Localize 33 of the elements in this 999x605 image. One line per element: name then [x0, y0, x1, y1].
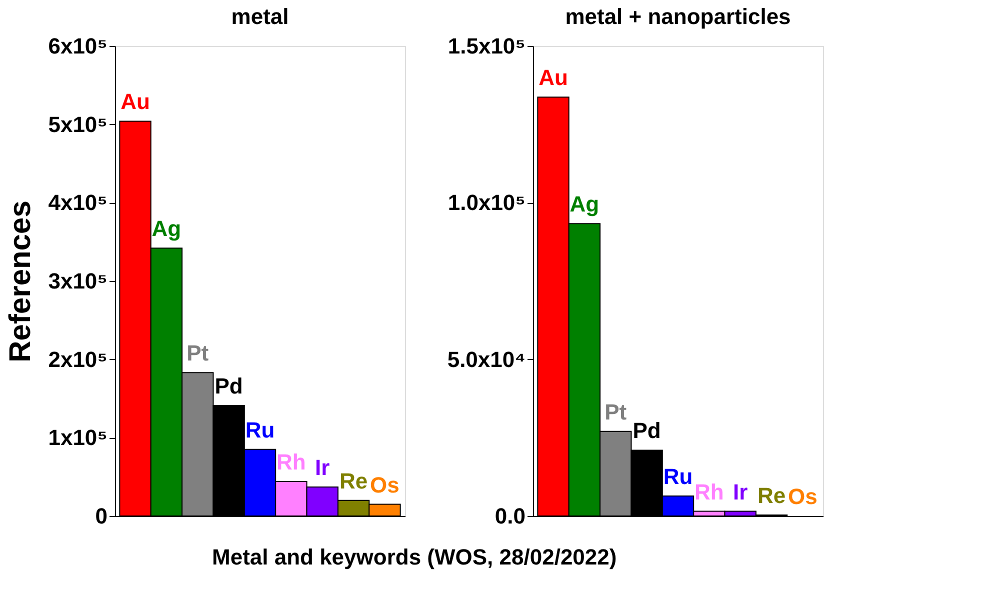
category-label: Rh [694, 479, 724, 504]
category-label: Re [339, 468, 368, 494]
y-tick-label: 1.0x10⁵ [448, 190, 526, 216]
category-label: Au [120, 89, 150, 114]
y-tick-label: 5.0x10⁴ [447, 346, 526, 372]
category-label: Pt [186, 340, 209, 366]
y-tick-label: 4x10⁵ [48, 190, 108, 216]
y-tick-label: 1x10⁵ [48, 425, 108, 450]
category-label: Ag [570, 192, 600, 217]
chart-title: metal + nanoparticles [565, 4, 791, 29]
category-label: Ir [733, 479, 748, 504]
y-tick-label: 3x10⁵ [48, 268, 108, 294]
y-tick-label: 5x10⁵ [48, 112, 108, 137]
chart-title: metal [231, 4, 289, 29]
x-axis-title: Metal and keywords (WOS, 28/02/2022) [212, 544, 617, 570]
y-tick-label: 0 [95, 504, 108, 528]
category-label: Pt [604, 399, 627, 424]
category-label: Os [788, 484, 818, 509]
y-tick-label: 6x10⁵ [48, 34, 108, 58]
category-label: Pd [632, 418, 661, 444]
category-label: Ir [315, 455, 330, 480]
category-label: Pd [214, 374, 243, 399]
category-label: Rh [276, 450, 306, 475]
category-label: Os [370, 472, 400, 498]
category-label: Ru [245, 417, 275, 442]
y-tick-label: 2x10⁵ [48, 346, 108, 372]
category-label: Ru [663, 464, 693, 489]
y-tick-label: 0.0 [494, 504, 526, 528]
category-label: Au [538, 65, 568, 90]
y-axis-title: References [4, 200, 38, 362]
category-label: Re [757, 483, 786, 508]
category-label: Ag [152, 216, 182, 242]
y-tick-label: 1.5x10⁵ [448, 34, 526, 58]
